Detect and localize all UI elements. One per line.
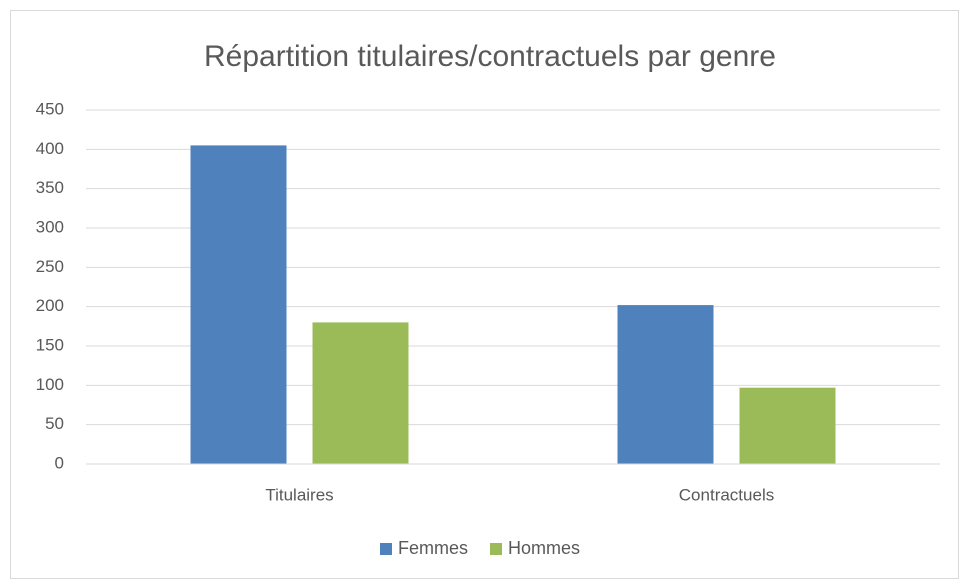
y-tick-label: 0 [55,453,64,472]
y-tick-label: 200 [36,296,64,315]
bar [190,145,287,464]
y-tick-label: 350 [36,178,64,197]
chart-border [10,10,959,579]
y-tick-label: 250 [36,257,64,276]
chart-title: Répartition titulaires/contractuels par … [204,40,776,73]
legend-swatch [380,543,392,555]
y-tick-label: 450 [36,99,64,118]
y-tick-label: 50 [45,414,64,433]
y-tick-label: 400 [36,139,64,158]
legend-label: Femmes [398,538,468,558]
bar [617,305,714,464]
bar [312,322,409,464]
y-tick-label: 100 [36,375,64,394]
bar [739,387,836,464]
y-tick-label: 300 [36,217,64,236]
x-tick-label: Titulaires [265,485,333,504]
legend-label: Hommes [508,538,580,558]
legend-swatch [490,543,503,555]
y-tick-label: 150 [36,335,64,354]
x-tick-label: Contractuels [679,485,774,504]
